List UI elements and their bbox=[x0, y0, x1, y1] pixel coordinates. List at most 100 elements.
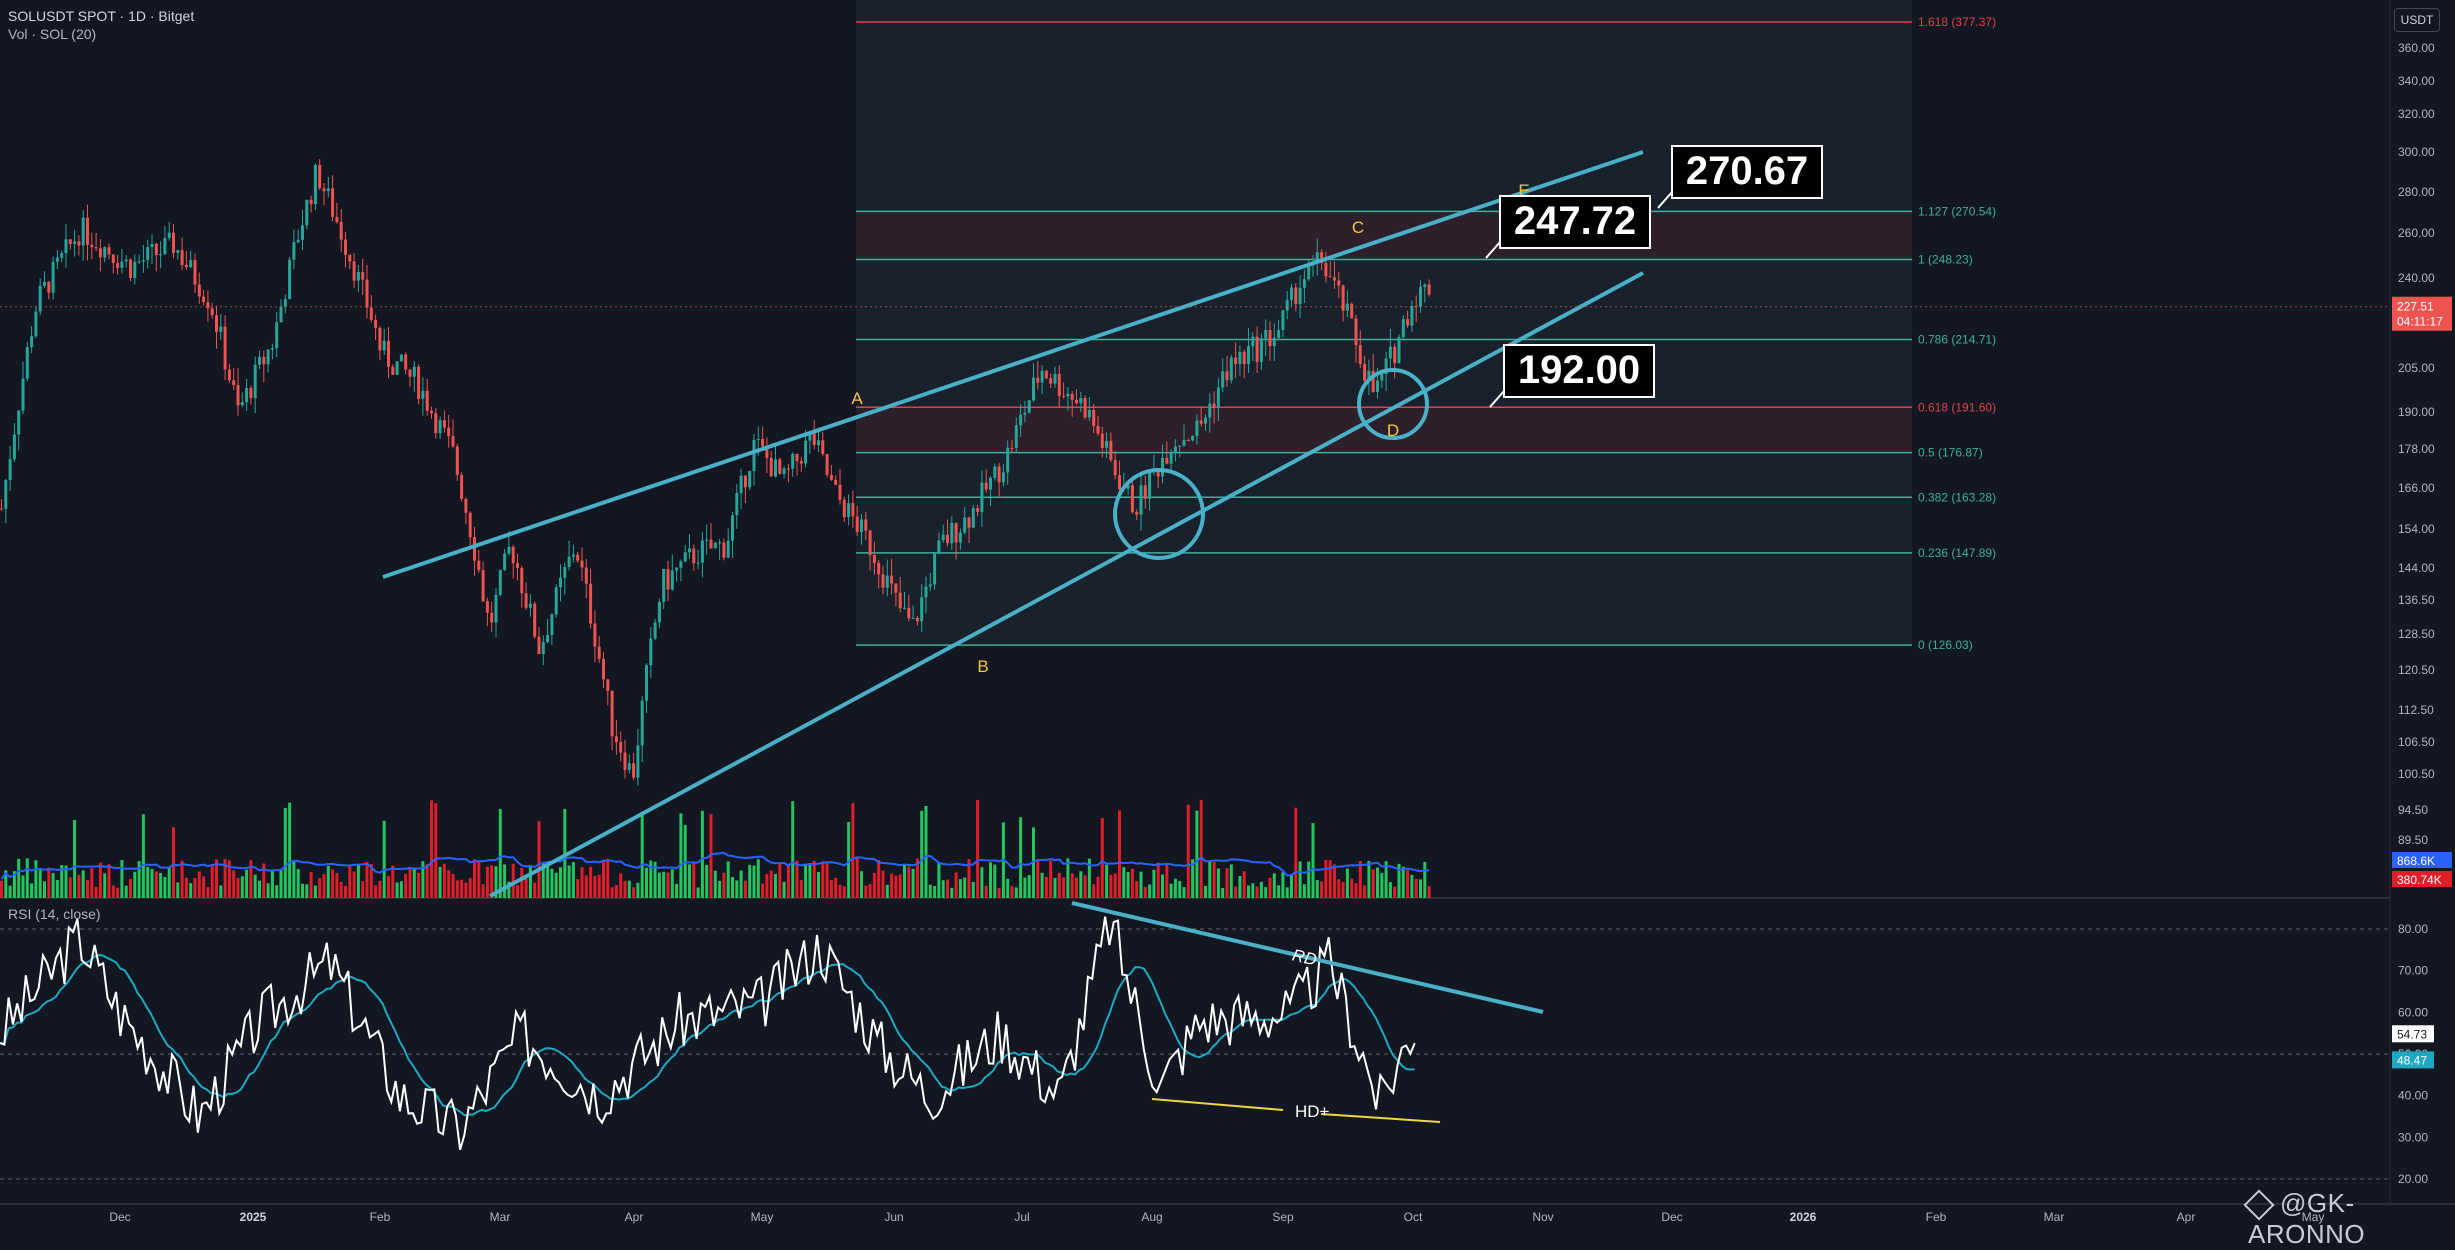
volume-bar bbox=[503, 864, 507, 898]
volume-bar bbox=[1298, 861, 1302, 898]
candle-body bbox=[1423, 284, 1427, 287]
volume-bar bbox=[412, 868, 416, 898]
volume-bar bbox=[627, 880, 631, 898]
volume-bar bbox=[408, 866, 412, 898]
callout-box bbox=[1499, 195, 1651, 249]
candle-body bbox=[1096, 425, 1100, 434]
volume-bar bbox=[1143, 886, 1147, 898]
channel-lower-line bbox=[489, 271, 1644, 898]
candle-body bbox=[881, 574, 885, 588]
volume-bar bbox=[1376, 867, 1379, 898]
price-tick-label: 190.00 bbox=[2398, 405, 2435, 419]
volume-bar bbox=[1247, 885, 1250, 898]
callout-text: 192.00 bbox=[1518, 348, 1640, 392]
candle-body bbox=[141, 260, 145, 262]
candle-body bbox=[253, 364, 257, 399]
candle-body bbox=[1268, 330, 1272, 347]
volume-bar bbox=[907, 866, 911, 898]
fib-level-label: 1.618 (377.37) bbox=[1918, 15, 1996, 29]
volume-bar bbox=[1290, 875, 1293, 898]
candle-body bbox=[374, 319, 378, 328]
candle-body bbox=[73, 241, 77, 244]
volume-bar bbox=[455, 880, 459, 898]
volume-bar bbox=[1234, 886, 1238, 898]
volume-bar bbox=[1406, 869, 1410, 898]
candle-body bbox=[589, 583, 593, 624]
price-tick-label: 260.00 bbox=[2398, 226, 2435, 240]
candle-body bbox=[795, 453, 799, 462]
volume-bar bbox=[950, 887, 954, 898]
candle-body bbox=[632, 763, 636, 778]
volume-bar bbox=[881, 870, 885, 898]
volume-bar bbox=[1006, 878, 1010, 898]
price-callout: 192.00 bbox=[1489, 344, 1655, 408]
candle-body bbox=[705, 539, 709, 541]
volume-bar bbox=[1109, 874, 1113, 898]
volume-bar bbox=[442, 863, 446, 898]
candle-body bbox=[210, 308, 214, 316]
candle-body bbox=[606, 679, 610, 691]
candle-body bbox=[963, 517, 967, 533]
volume-ma-badge bbox=[2392, 852, 2452, 868]
volume-bar bbox=[666, 872, 670, 898]
candle-body bbox=[692, 548, 696, 564]
volume-ma-badge-label: 868.6K bbox=[2397, 854, 2435, 868]
volume-bar bbox=[387, 876, 390, 898]
candle-body bbox=[1001, 472, 1005, 483]
volume-bar bbox=[1294, 807, 1298, 898]
volume-bar bbox=[1066, 858, 1070, 898]
volume-bar bbox=[851, 803, 855, 898]
price-tick-label: 340.00 bbox=[2398, 74, 2435, 88]
candle-body bbox=[1100, 433, 1104, 448]
candle-body bbox=[619, 741, 623, 753]
candle-body bbox=[722, 542, 726, 558]
candle-body bbox=[180, 250, 184, 265]
candle-body bbox=[1186, 440, 1190, 442]
candle-body bbox=[335, 217, 339, 222]
candle-body bbox=[167, 232, 171, 238]
volume-bar bbox=[1419, 879, 1422, 898]
volume-bar bbox=[365, 861, 369, 898]
volume-bar bbox=[111, 885, 115, 898]
candle-body bbox=[1178, 445, 1182, 447]
callout-text: 270.67 bbox=[1686, 149, 1808, 193]
candle-body bbox=[34, 311, 38, 337]
candle-body bbox=[1057, 373, 1061, 397]
volume-bar bbox=[344, 885, 347, 898]
volume-bar bbox=[993, 864, 997, 898]
currency-badge[interactable]: USDT bbox=[2394, 8, 2440, 32]
candle-body bbox=[90, 244, 94, 248]
candle-body bbox=[81, 217, 85, 246]
candle-body bbox=[206, 302, 210, 309]
volume-bar bbox=[90, 868, 94, 898]
volume-bar bbox=[382, 820, 386, 898]
volume-bar bbox=[855, 858, 859, 898]
volume-bar bbox=[1384, 861, 1388, 898]
candle-body bbox=[516, 563, 519, 569]
time-tick-label: Nov bbox=[1532, 1210, 1553, 1224]
candle-body bbox=[240, 402, 244, 406]
candle-body bbox=[352, 261, 356, 281]
volume-bar bbox=[1401, 866, 1405, 898]
candle-body bbox=[675, 567, 679, 571]
candle-body bbox=[236, 385, 240, 406]
volume-bar bbox=[692, 861, 696, 898]
candle-body bbox=[933, 553, 937, 585]
volume-bar bbox=[890, 873, 894, 898]
volume-bar bbox=[1113, 873, 1117, 898]
candle-body bbox=[817, 440, 820, 445]
volume-bar bbox=[326, 865, 330, 898]
candle-body bbox=[17, 410, 21, 435]
volume-bar bbox=[141, 814, 145, 898]
candle-body bbox=[387, 340, 390, 367]
candle-body bbox=[1019, 414, 1023, 426]
callout-box bbox=[1503, 344, 1655, 398]
rsi-line bbox=[0, 916, 1416, 1150]
volume-bar bbox=[1358, 861, 1362, 898]
volume-bar bbox=[215, 859, 218, 898]
volume-bar bbox=[1152, 869, 1156, 898]
volume-bar bbox=[541, 861, 545, 898]
volume-bar bbox=[94, 886, 98, 898]
candle-body bbox=[838, 484, 842, 500]
candle-body bbox=[842, 499, 846, 518]
